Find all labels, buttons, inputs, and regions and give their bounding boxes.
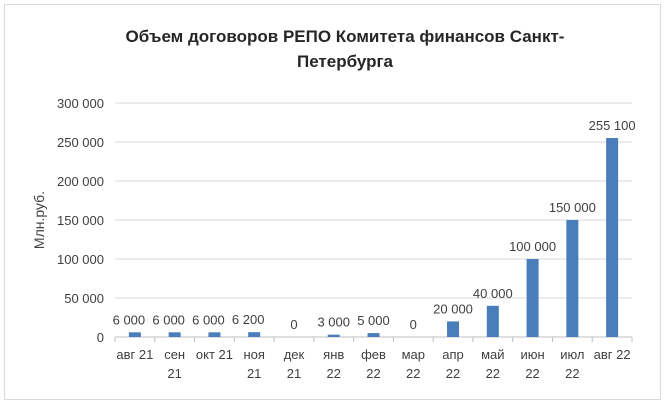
x-tick-label: сен [164,347,185,362]
x-tick-label: авг 22 [594,347,631,362]
y-tick-label: 0 [97,330,104,345]
data-label: 6 000 [113,312,146,327]
chart-frame [4,4,661,400]
data-label: 255 100 [589,118,636,133]
x-tick-label: май [481,347,504,362]
x-tick-label: янв [323,347,344,362]
data-label: 150 000 [549,200,596,215]
x-tick-label: апр [442,347,464,362]
x-tick-label: ноя [243,347,264,362]
bar [526,259,539,337]
y-axis-label: Млн.руб. [31,191,47,249]
x-tick-label: 22 [565,366,579,381]
x-tick-label: 21 [167,366,181,381]
x-tick-label: 22 [446,366,460,381]
data-label: 100 000 [509,239,556,254]
x-tick-label: авг 21 [116,347,153,362]
x-tick-label: 22 [486,366,500,381]
bar [248,332,261,337]
y-tick-label: 250 000 [57,135,104,150]
data-label: 3 000 [317,315,350,330]
data-label: 40 000 [473,286,513,301]
x-tick-label: 22 [406,366,420,381]
y-tick-label: 150 000 [57,213,104,228]
data-label: 0 [290,317,297,332]
x-tick-label: окт 21 [196,347,233,362]
x-tick-label: июн [520,347,544,362]
bar [447,321,460,337]
data-label: 5 000 [357,313,390,328]
x-tick-label: мар [402,347,425,362]
y-tick-label: 50 000 [64,291,104,306]
x-tick-label: дек [284,347,305,362]
bar [566,220,579,337]
chart-title-line: Петербурга [297,52,394,71]
x-tick-label: 21 [287,366,301,381]
bar [486,305,499,337]
chart-title-line: Объем договоров РЕПО Комитета финансов С… [126,27,565,46]
data-label: 6 000 [192,312,225,327]
y-tick-label: 100 000 [57,252,104,267]
y-tick-label: 200 000 [57,174,104,189]
x-tick-label: июл [560,347,584,362]
bar [168,332,181,337]
data-label: 20 000 [433,301,473,316]
bar [606,138,619,337]
x-tick-label: 22 [366,366,380,381]
x-tick-label: 22 [525,366,539,381]
data-label: 0 [410,317,417,332]
bar [367,333,380,337]
x-tick-label: 21 [247,366,261,381]
y-tick-label: 300 000 [57,96,104,111]
bar [327,334,340,337]
bar [208,332,221,337]
x-tick-label: 22 [326,366,340,381]
data-label: 6 200 [232,312,265,327]
data-label: 6 000 [152,312,185,327]
bar [128,332,141,337]
x-tick-label: фев [361,347,386,362]
